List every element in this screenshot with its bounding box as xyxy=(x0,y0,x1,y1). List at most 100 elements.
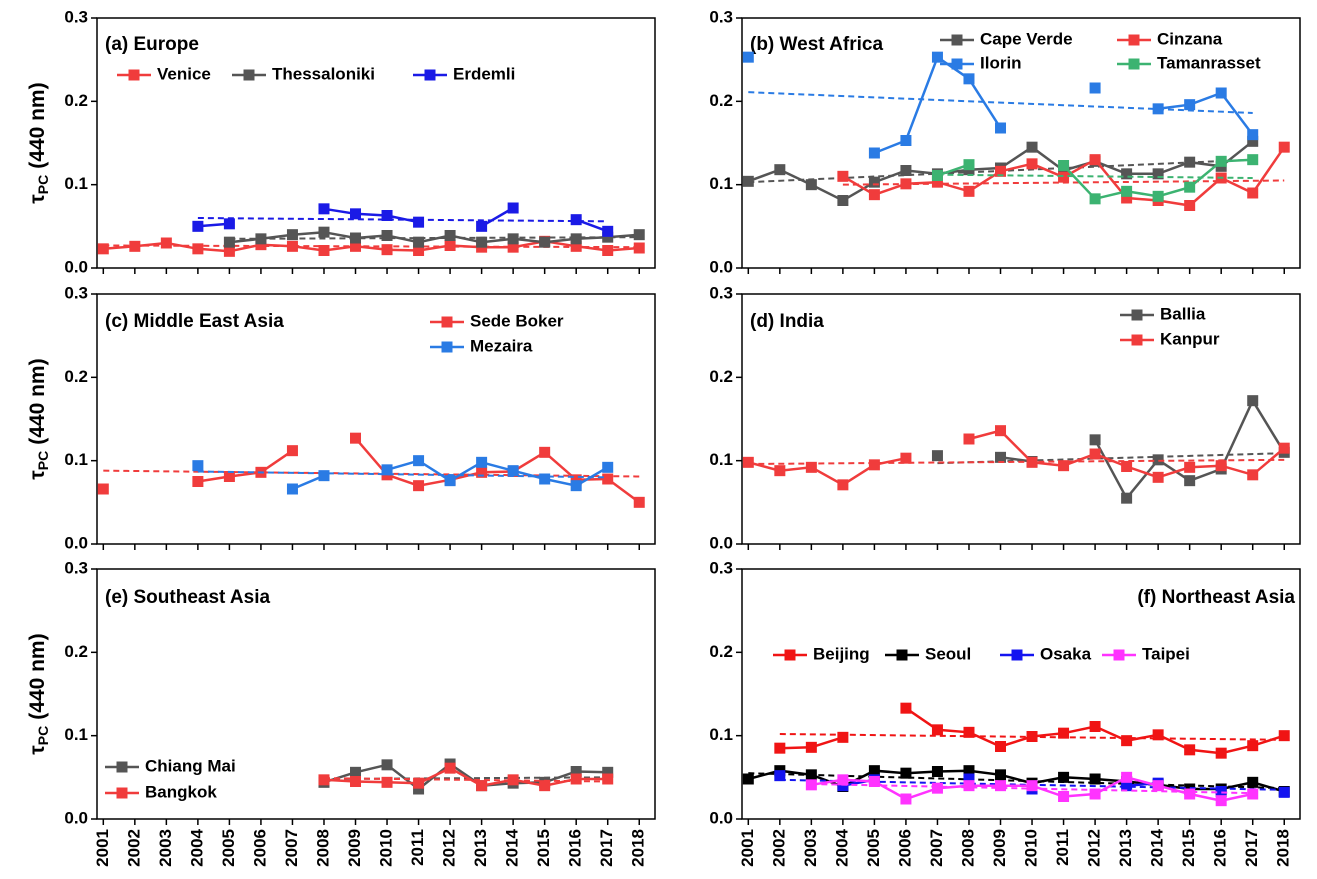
data-point xyxy=(995,780,1007,792)
y-tick-label: 0.1 xyxy=(64,725,88,744)
plot-frame xyxy=(96,17,656,269)
legend-label: Ballia xyxy=(1160,304,1206,323)
data-point xyxy=(963,73,975,85)
data-point xyxy=(963,773,975,785)
data-point xyxy=(539,473,551,485)
plot-frame xyxy=(741,568,1301,820)
data-point xyxy=(381,230,393,241)
data-point xyxy=(900,165,912,176)
data-point xyxy=(1152,780,1164,792)
x-tick-label: 2015 xyxy=(1179,829,1198,867)
data-point xyxy=(539,446,551,458)
panel-title: (e) Southeast Asia xyxy=(105,587,270,608)
series-line xyxy=(197,206,609,233)
legend-marker xyxy=(784,649,796,661)
data-point xyxy=(1247,187,1259,199)
data-point xyxy=(318,245,330,256)
data-point xyxy=(1247,154,1259,166)
data-point xyxy=(963,159,975,171)
data-point xyxy=(742,456,754,468)
data-point xyxy=(742,773,754,785)
data-point xyxy=(963,185,975,197)
data-point xyxy=(995,122,1007,134)
data-point xyxy=(444,475,456,487)
data-point xyxy=(1121,780,1133,792)
data-point xyxy=(900,702,912,714)
data-point xyxy=(1247,395,1259,407)
data-point xyxy=(1278,141,1290,153)
x-tick-label: 2018 xyxy=(629,829,648,867)
data-point xyxy=(476,456,488,468)
data-point xyxy=(1247,469,1259,481)
data-point xyxy=(350,432,362,444)
series-line xyxy=(197,437,640,504)
data-point xyxy=(507,241,519,253)
x-tick-label: 2012 xyxy=(440,829,459,867)
data-point xyxy=(318,226,330,238)
data-point xyxy=(742,51,754,63)
legend-label: Erdemli xyxy=(453,64,515,83)
data-point xyxy=(774,465,786,477)
data-point xyxy=(1152,454,1164,466)
data-point xyxy=(868,189,880,201)
data-point xyxy=(1026,456,1038,468)
data-point xyxy=(476,236,488,248)
data-point xyxy=(1152,471,1164,483)
data-point xyxy=(570,766,582,777)
data-point xyxy=(1215,795,1227,807)
y-tick-label: 0.2 xyxy=(64,91,88,110)
y-tick-label: 0.2 xyxy=(709,642,733,661)
data-point xyxy=(350,240,362,252)
y-tick-label: 0.0 xyxy=(64,533,88,552)
data-point xyxy=(1184,99,1196,111)
data-point xyxy=(1058,771,1070,783)
data-point xyxy=(570,240,582,252)
y-tick-label: 0.1 xyxy=(64,450,88,469)
data-point xyxy=(570,214,582,226)
data-point xyxy=(286,445,298,457)
x-tick-label: 2004 xyxy=(832,828,851,866)
x-tick-label: 2007 xyxy=(282,829,301,867)
data-point xyxy=(286,229,298,241)
data-point xyxy=(350,766,362,778)
y-tick-label: 0.0 xyxy=(64,808,88,827)
data-point xyxy=(633,229,645,241)
y-label-symbol: τ xyxy=(26,745,49,755)
y-tick-label: 0.0 xyxy=(709,257,733,276)
data-point xyxy=(931,724,943,736)
x-tick-label: 2013 xyxy=(1116,829,1135,867)
x-tick-label: 2007 xyxy=(927,829,946,867)
data-point xyxy=(868,147,880,159)
data-point xyxy=(1089,721,1101,732)
legend-marker xyxy=(1011,649,1023,661)
x-tick-label: 2010 xyxy=(1022,829,1041,867)
data-point xyxy=(1215,786,1227,797)
legend-label: Sede Boker xyxy=(470,311,564,330)
x-tick-label: 2005 xyxy=(864,829,883,867)
legend-marker xyxy=(424,69,436,81)
data-point xyxy=(381,759,393,771)
data-point xyxy=(633,242,645,254)
data-point xyxy=(1058,460,1070,472)
data-point xyxy=(1184,475,1196,487)
legend-marker xyxy=(1131,334,1143,346)
data-point xyxy=(413,777,425,789)
data-point xyxy=(1089,193,1101,205)
legend-label: Mezaira xyxy=(470,336,533,355)
y-tick-label: 0.1 xyxy=(709,450,733,469)
x-tick-label: 2005 xyxy=(219,829,238,867)
legend-label: Beijing xyxy=(813,644,870,663)
data-point xyxy=(192,220,204,232)
data-point xyxy=(1121,492,1133,504)
panel-title: (d) India xyxy=(750,311,824,332)
data-point xyxy=(413,216,425,228)
legend-label: Chiang Mai xyxy=(145,756,236,775)
data-point xyxy=(868,176,880,188)
x-tick-label: 2014 xyxy=(503,828,522,866)
data-point xyxy=(1089,82,1101,94)
data-point xyxy=(1152,729,1164,741)
data-point xyxy=(129,240,141,252)
data-point xyxy=(1089,154,1101,166)
data-point xyxy=(931,176,943,188)
legend-marker xyxy=(116,761,128,773)
